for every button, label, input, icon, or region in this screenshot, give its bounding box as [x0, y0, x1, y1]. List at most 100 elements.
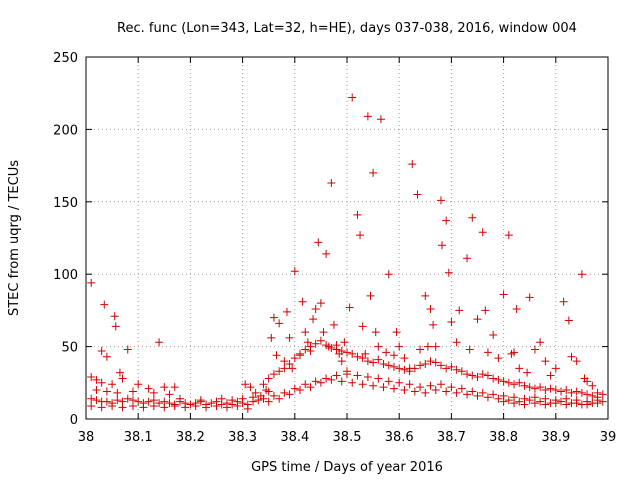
data-point	[473, 391, 482, 400]
data-point	[369, 381, 378, 390]
data-point	[165, 390, 174, 399]
x-tick-label: 38.9	[541, 430, 570, 445]
data-point	[327, 344, 336, 353]
data-point	[416, 361, 425, 370]
data-point	[369, 358, 378, 367]
data-point	[371, 328, 380, 337]
data-point	[264, 374, 273, 383]
data-point	[139, 403, 148, 412]
y-tick-labels: 0 50 100 150 200 250	[53, 51, 78, 428]
data-point	[246, 383, 255, 392]
data-point	[251, 388, 260, 397]
data-point	[212, 401, 221, 410]
data-point	[275, 367, 284, 376]
data-point	[384, 270, 393, 279]
data-point	[102, 387, 111, 396]
data-point	[494, 394, 503, 403]
data-point	[512, 304, 521, 313]
data-point	[348, 93, 357, 102]
data-point	[87, 394, 96, 403]
data-point	[316, 378, 325, 387]
data-point	[572, 357, 581, 366]
data-point	[264, 397, 273, 406]
data-point	[259, 394, 268, 403]
data-point	[551, 386, 560, 395]
data-point	[290, 384, 299, 393]
data-point	[577, 388, 586, 397]
data-point	[329, 320, 338, 329]
data-point	[241, 380, 250, 389]
data-point	[494, 375, 503, 384]
data-point	[413, 190, 422, 199]
data-point	[374, 355, 383, 364]
data-point	[275, 394, 284, 403]
data-point	[452, 365, 461, 374]
data-point	[588, 381, 597, 390]
data-point	[322, 341, 331, 350]
data-point	[389, 351, 398, 360]
data-point	[457, 384, 466, 393]
data-point	[170, 383, 179, 392]
data-point	[436, 380, 445, 389]
data-point	[343, 348, 351, 357]
data-point	[483, 348, 492, 357]
data-point	[478, 370, 487, 379]
data-point	[525, 383, 534, 392]
data-point	[113, 396, 122, 405]
data-point	[426, 304, 435, 313]
data-point	[311, 304, 320, 313]
data-point	[564, 316, 573, 325]
data-point	[314, 238, 323, 247]
y-tick-label: 150	[53, 196, 78, 211]
data-point	[87, 401, 96, 410]
data-point	[520, 381, 529, 390]
data-point	[327, 178, 336, 187]
data-point	[108, 380, 117, 389]
x-tick-labels: 38 38.1 38.2 38.3 38.4 38.5 38.6 38.7 38.8 38.9 39	[78, 430, 617, 445]
data-point	[457, 367, 466, 376]
data-point	[92, 396, 101, 405]
data-point	[290, 267, 299, 276]
data-point	[442, 216, 451, 225]
data-point	[525, 396, 534, 405]
data-points	[87, 93, 607, 413]
data-point	[217, 394, 226, 403]
data-point	[583, 377, 592, 386]
data-point	[259, 380, 268, 389]
data-point	[340, 338, 349, 347]
data-point	[551, 364, 560, 373]
data-point	[322, 249, 331, 258]
data-point	[288, 364, 297, 373]
data-point	[337, 346, 346, 355]
data-point	[353, 371, 362, 380]
data-point	[588, 391, 597, 400]
data-point	[536, 338, 545, 347]
data-point	[363, 373, 372, 382]
data-point	[478, 228, 487, 237]
data-point	[567, 388, 576, 397]
data-point	[128, 401, 137, 410]
data-point	[301, 345, 310, 354]
data-point	[483, 393, 492, 402]
data-point	[468, 213, 477, 222]
data-point	[301, 328, 310, 337]
data-point	[442, 387, 451, 396]
data-point	[269, 370, 278, 379]
y-tick-label: 100	[53, 268, 78, 283]
y-tick-label: 250	[53, 51, 78, 66]
data-point	[303, 338, 312, 347]
data-point	[311, 339, 320, 348]
data-point	[319, 328, 328, 337]
data-point	[499, 377, 508, 386]
data-point	[363, 357, 372, 366]
data-point	[520, 400, 529, 409]
data-point	[267, 333, 276, 342]
data-point	[97, 403, 106, 412]
x-tick-label: 38.1	[124, 430, 153, 445]
data-point	[436, 196, 445, 205]
x-tick-label: 39	[600, 430, 617, 445]
x-tick-label: 38.5	[333, 430, 362, 445]
data-point	[523, 368, 532, 377]
data-point	[392, 328, 401, 337]
x-axis-label: GPS time / Days of year 2016	[251, 460, 443, 475]
